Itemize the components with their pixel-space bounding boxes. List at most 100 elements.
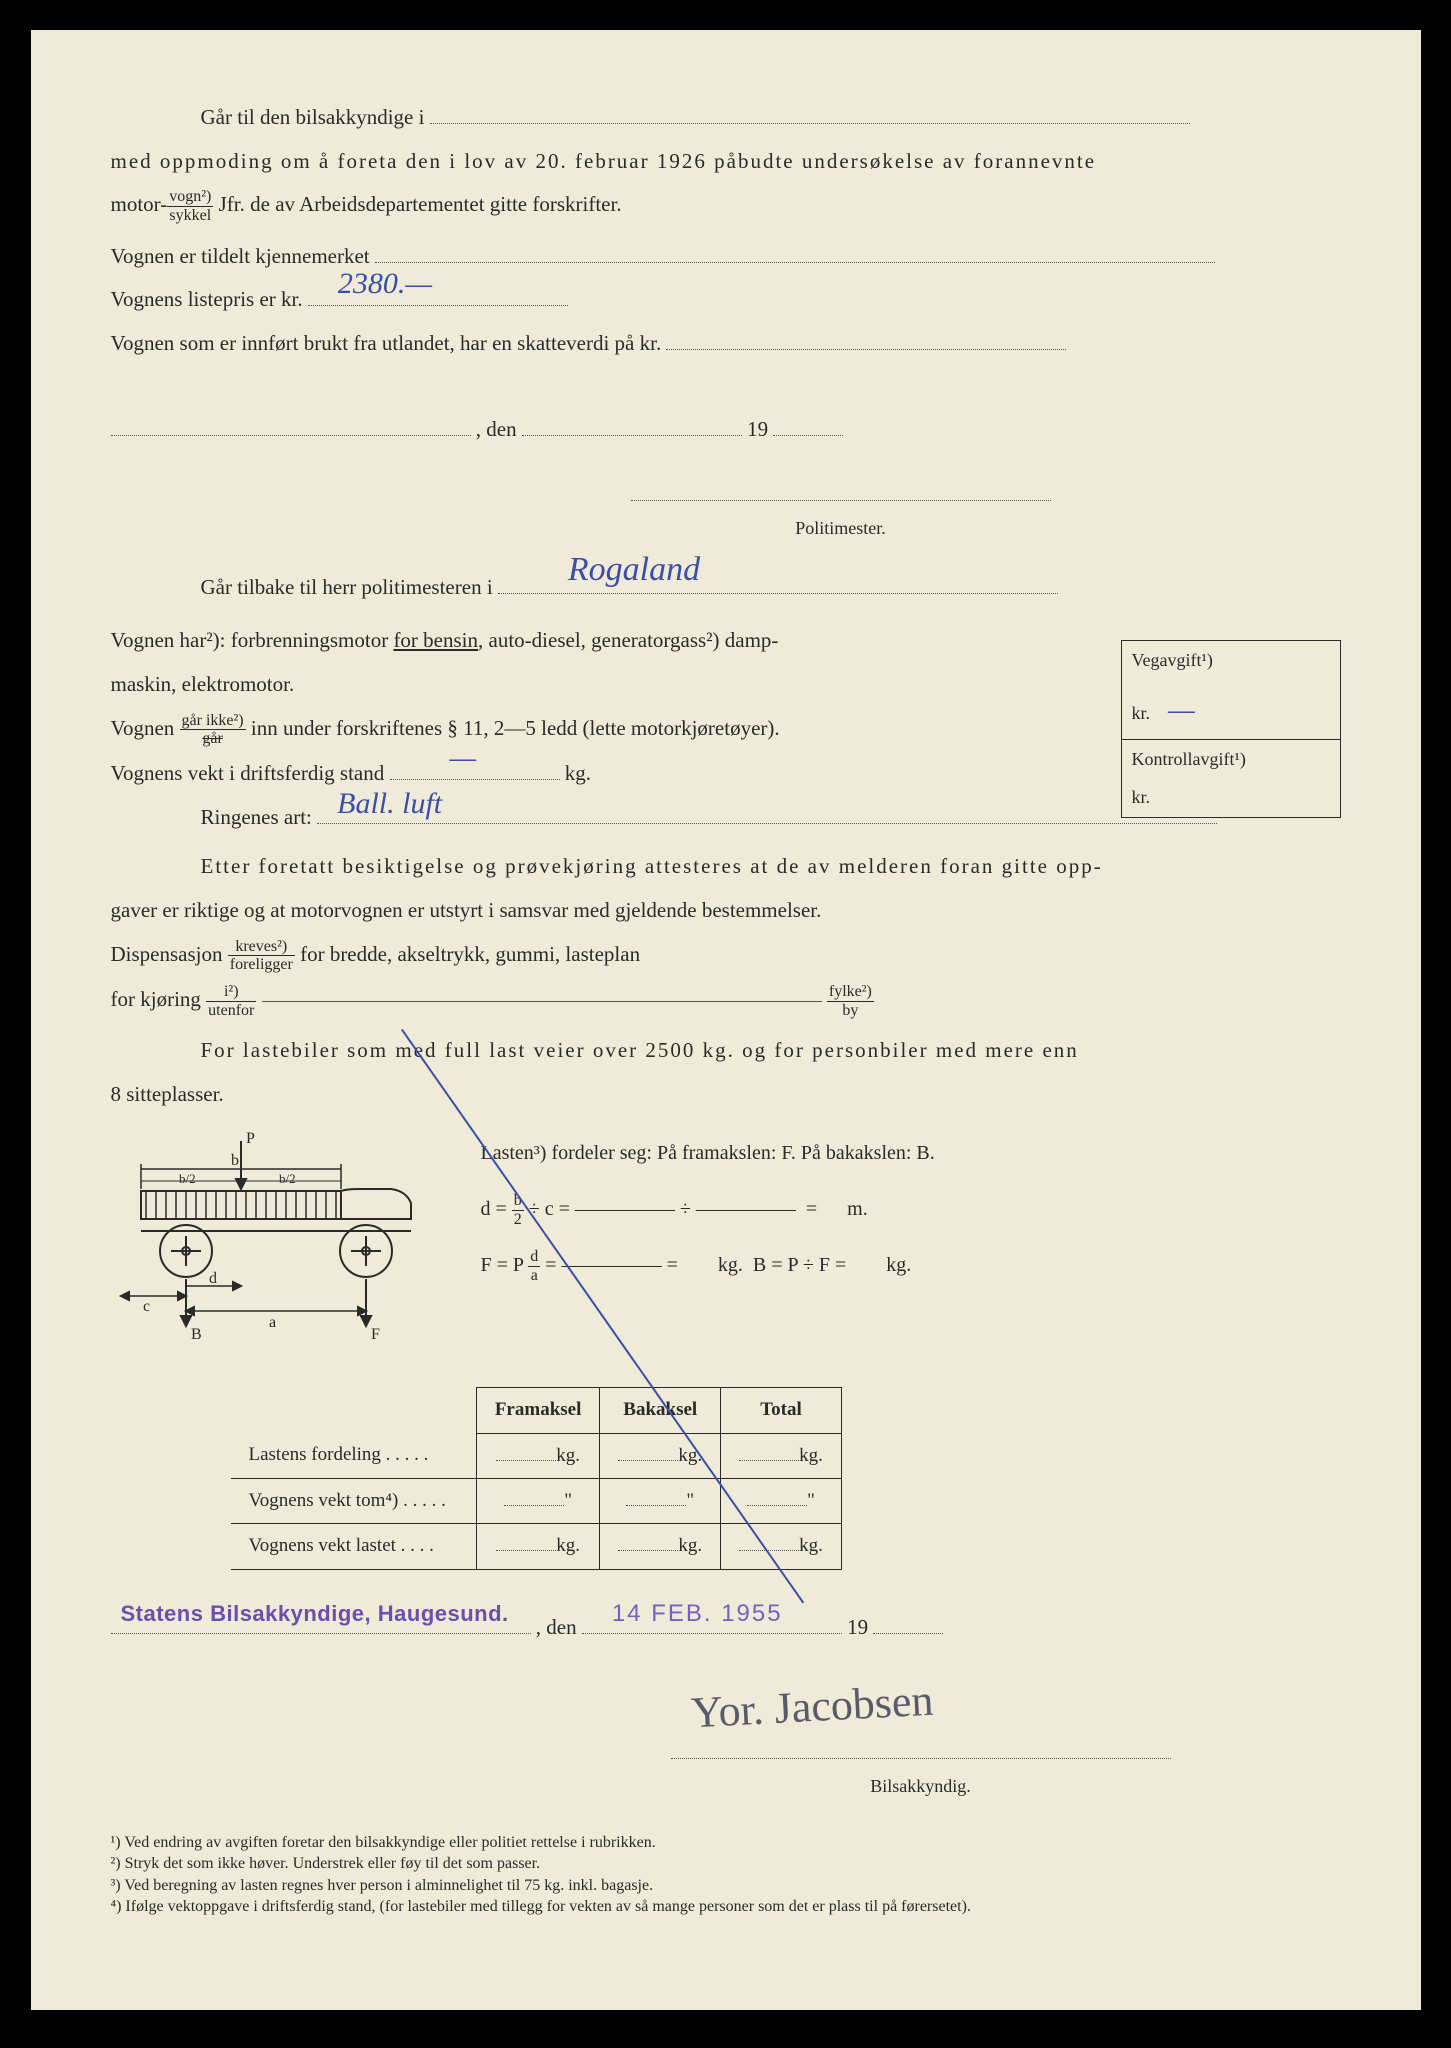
line-dispensasjon: Dispensasjon kreves²) foreligger for bre… <box>111 937 1341 974</box>
line-attest2: gaver er riktige og at motorvognen er ut… <box>111 893 1341 929</box>
text: med oppmoding om å foreta den i lov av 2… <box>111 149 1097 173</box>
svg-text:a: a <box>269 1314 276 1331</box>
line-lastebiler1: For lastebiler som med full last veier o… <box>201 1033 1341 1069</box>
text: Vognen har²): forbrenningsmotor <box>111 628 394 652</box>
line-kjoring: for kjøring i²) utenfor fylke²) by <box>111 982 1341 1019</box>
return-value: Rogaland <box>568 541 700 599</box>
line-engine1: Vognen har²): forbrenningsmotor for bens… <box>111 623 1051 659</box>
date-field: 14 FEB. 1955 <box>582 1633 842 1634</box>
load-table: Framaksel Bakaksel Total Lastens fordeli… <box>231 1387 842 1569</box>
text: Ringenes art: <box>201 805 312 829</box>
text: Vognen som er innført brukt fra utlandet… <box>111 331 662 355</box>
formulas: Lasten³) fordeler seg: På framakslen: F.… <box>481 1131 1341 1287</box>
text: For lastebiler som med full last veier o… <box>201 1038 1079 1062</box>
price-field: 2380.— <box>308 305 568 306</box>
kontrollavgift-label: Kontrollavgift¹) <box>1122 739 1340 779</box>
year-field <box>873 1633 943 1634</box>
diagram-section: P b b/2 b/2 c d a B F Lasten³) fordeler … <box>111 1131 1341 1363</box>
truck-diagram: P b b/2 b/2 c d a B F <box>111 1131 451 1363</box>
politimester-label: Politimester. <box>631 513 1051 544</box>
lasten-header: Lasten³) fordeler seg: På framakslen: F.… <box>481 1131 1341 1175</box>
line-attest1: Etter foretatt besiktigelse og prøvekjør… <box>201 849 1341 885</box>
blank-field <box>666 349 1066 350</box>
rings-value: Ball. luft <box>337 778 442 829</box>
text: for kjøring <box>111 987 207 1011</box>
text: inn under forskriftenes § 11, 2—5 ledd (… <box>251 716 780 740</box>
footnote-1: ¹) Ved endring av avgiften foretar den b… <box>111 1832 1341 1854</box>
place-stamp-field: Statens Bilsakkyndige, Haugesund. <box>111 1633 531 1634</box>
blank-field <box>262 1001 822 1002</box>
text: Dispensasjon <box>111 942 228 966</box>
blank-field <box>430 123 1190 124</box>
text: , den <box>536 1615 577 1639</box>
svg-text:B: B <box>191 1326 202 1343</box>
footnote-3: ³) Ved beregning av lasten regnes hver p… <box>111 1875 1341 1897</box>
svg-text:b: b <box>231 1152 239 1169</box>
svg-text:b/2: b/2 <box>179 1171 196 1186</box>
text: gaver er riktige og at motorvognen er ut… <box>111 898 822 922</box>
rings-field: Ball. luft <box>317 823 1217 824</box>
fraction-kreves: kreves²) foreligger <box>228 938 295 974</box>
document-page: Går til den bilsakkyndige i med oppmodin… <box>31 30 1421 2010</box>
line-skatteverdi: Vognen som er innført brukt fra utlandet… <box>111 326 1341 362</box>
text: Jfr. de av Arbeidsdepartementet gitte fo… <box>219 192 622 216</box>
text: motor- <box>111 192 168 216</box>
line-bilsakkyndige: Går til den bilsakkyndige i <box>201 100 1341 136</box>
politimester-signature-block: Politimester. <box>631 477 1341 543</box>
signature-line <box>631 500 1051 501</box>
bilsakkyndig-signature-block: Yor. Jacobsen Bilsakkyndig. <box>671 1675 1341 1801</box>
text: Vognens listepris er kr. <box>111 287 303 311</box>
line-kjennemerket: Vognen er tildelt kjennemerket <box>111 239 1341 275</box>
weight-value: — <box>450 732 477 783</box>
table-row: Lastens fordeling . . . . . kg. kg. kg. <box>231 1433 842 1478</box>
col-bakaksel: Bakaksel <box>600 1388 721 1433</box>
line-oppmoding: med oppmoding om å foreta den i lov av 2… <box>111 144 1341 180</box>
fee-box: Vegavgift¹) kr. — Kontrollavgift¹) kr. <box>1121 640 1341 818</box>
footnotes: ¹) Ved endring av avgiften foretar den b… <box>111 1832 1341 1918</box>
diagram-svg: P b b/2 b/2 c d a B F <box>111 1131 451 1351</box>
svg-text:F: F <box>371 1326 380 1343</box>
svg-text:c: c <box>143 1298 150 1315</box>
fraction-vogn-sykkel: vogn²) sykkel <box>167 188 213 224</box>
table-row: Vognens vekt lastet . . . . kg. kg. kg. <box>231 1524 842 1569</box>
text: Vognen er tildelt kjennemerket <box>111 244 370 268</box>
text: Går til den bilsakkyndige i <box>201 105 425 129</box>
line-lastebiler2: 8 sitteplasser. <box>111 1077 1341 1113</box>
vegavgift-label: Vegavgift¹) <box>1122 641 1340 680</box>
year-field <box>773 435 843 436</box>
text: , auto-diesel, generatorgass²) damp- <box>478 628 778 652</box>
signature-line <box>671 1758 1171 1759</box>
bottom-dateline: Statens Bilsakkyndige, Haugesund. , den … <box>111 1610 1341 1646</box>
vegavgift-value: kr. — <box>1122 680 1340 739</box>
formula-d: d = b2 ÷ c = ————— ÷ ————— = m. <box>481 1187 1341 1231</box>
footnote-4: ⁴) Ifølge vektoppgave i driftsferdig sta… <box>111 1896 1341 1918</box>
line-listepris: Vognens listepris er kr. 2380.— <box>111 282 1341 318</box>
svg-text:d: d <box>209 1270 217 1287</box>
line-return: Går tilbake til herr politimesteren i Ro… <box>201 570 1341 606</box>
return-field: Rogaland <box>498 593 1058 594</box>
fraction-fylke-by: fylke²) by <box>827 983 874 1019</box>
signature: Yor. Jacobsen <box>689 1664 935 1751</box>
place-field <box>111 435 471 436</box>
text: Vognen <box>111 716 180 740</box>
text: Går tilbake til herr politimesteren i <box>201 575 493 599</box>
formula-f: F = P da = ————— = kg. B = P ÷ F = kg. <box>481 1243 1341 1287</box>
text: , den <box>476 417 517 441</box>
col-total: Total <box>721 1388 842 1433</box>
table-header-row: Framaksel Bakaksel Total <box>231 1388 842 1433</box>
svg-text:P: P <box>246 1131 255 1147</box>
text: kg. <box>565 761 591 785</box>
blank-field <box>375 262 1215 263</box>
line-motor: motor- vogn²) sykkel Jfr. de av Arbeidsd… <box>111 187 1341 224</box>
kontrollavgift-value: kr. <box>1122 778 1340 817</box>
day-field <box>522 435 742 436</box>
svg-text:b/2: b/2 <box>279 1171 296 1186</box>
table-row: Vognens vekt tom⁴) . . . . . " " " <box>231 1479 842 1524</box>
fraction-gaar: går ikke²) går <box>180 712 246 748</box>
col-framaksel: Framaksel <box>476 1388 600 1433</box>
date-stamp: 14 FEB. 1955 <box>612 1594 783 1635</box>
text: Etter foretatt besiktigelse og prøvekjør… <box>201 854 1103 878</box>
bilsakkyndig-label: Bilsakkyndig. <box>671 1771 1171 1802</box>
engine-underlined: for bensin <box>393 628 478 652</box>
fraction-i-utenfor: i²) utenfor <box>206 983 256 1019</box>
